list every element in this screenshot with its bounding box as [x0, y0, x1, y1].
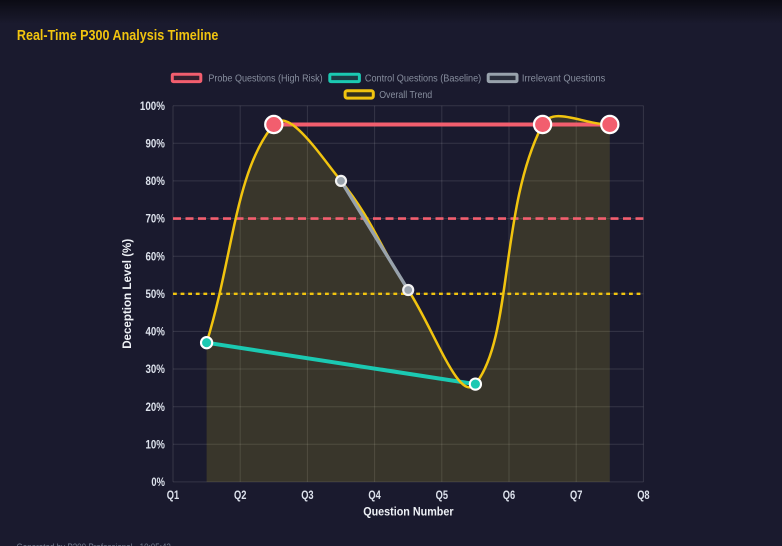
svg-text:Q2: Q2: [234, 489, 247, 502]
svg-text:Q4: Q4: [368, 489, 381, 502]
svg-text:40%: 40%: [146, 326, 166, 339]
svg-text:50%: 50%: [146, 288, 166, 301]
svg-text:10%: 10%: [146, 438, 166, 451]
svg-text:30%: 30%: [146, 363, 166, 376]
svg-text:Q7: Q7: [570, 489, 582, 502]
svg-text:70%: 70%: [146, 213, 166, 226]
svg-text:Q6: Q6: [503, 489, 516, 502]
svg-text:Deception Level (%): Deception Level (%): [120, 239, 134, 349]
svg-text:Question Number: Question Number: [363, 504, 454, 518]
svg-text:Overall Trend: Overall Trend: [379, 90, 432, 101]
svg-text:Real-Time P300 Analysis Timeli: Real-Time P300 Analysis Timeline: [17, 28, 219, 44]
svg-text:Control Questions (Baseline): Control Questions (Baseline): [365, 74, 481, 85]
svg-text:Q3: Q3: [301, 489, 314, 502]
svg-text:Q1: Q1: [167, 489, 180, 502]
svg-text:Q8: Q8: [637, 489, 650, 502]
svg-text:Irrelevant Questions: Irrelevant Questions: [522, 74, 605, 85]
svg-text:20%: 20%: [146, 401, 166, 414]
svg-text:100%: 100%: [140, 100, 165, 113]
svg-text:Probe Questions (High Risk): Probe Questions (High Risk): [208, 74, 322, 85]
svg-text:0%: 0%: [151, 476, 165, 489]
svg-text:80%: 80%: [146, 175, 166, 188]
svg-text:60%: 60%: [146, 250, 166, 263]
svg-text:90%: 90%: [146, 137, 166, 150]
svg-text:Q5: Q5: [436, 489, 449, 502]
svg-text:Generated by P300 Professional: Generated by P300 Professional - 10:05:4…: [17, 542, 171, 546]
